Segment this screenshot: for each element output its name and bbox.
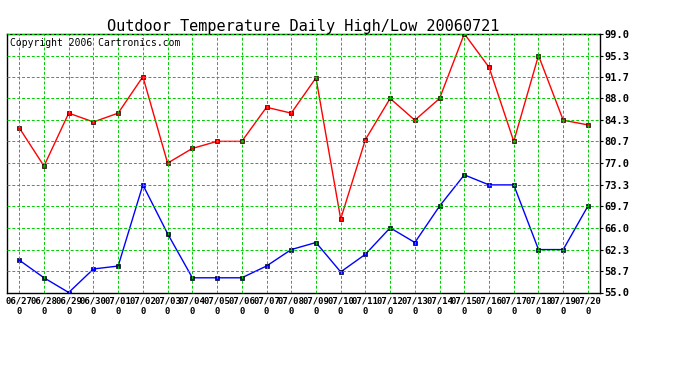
Text: Copyright 2006 Cartronics.com: Copyright 2006 Cartronics.com xyxy=(10,38,180,48)
Text: Outdoor Temperature Daily High/Low 20060721: Outdoor Temperature Daily High/Low 20060… xyxy=(108,19,500,34)
